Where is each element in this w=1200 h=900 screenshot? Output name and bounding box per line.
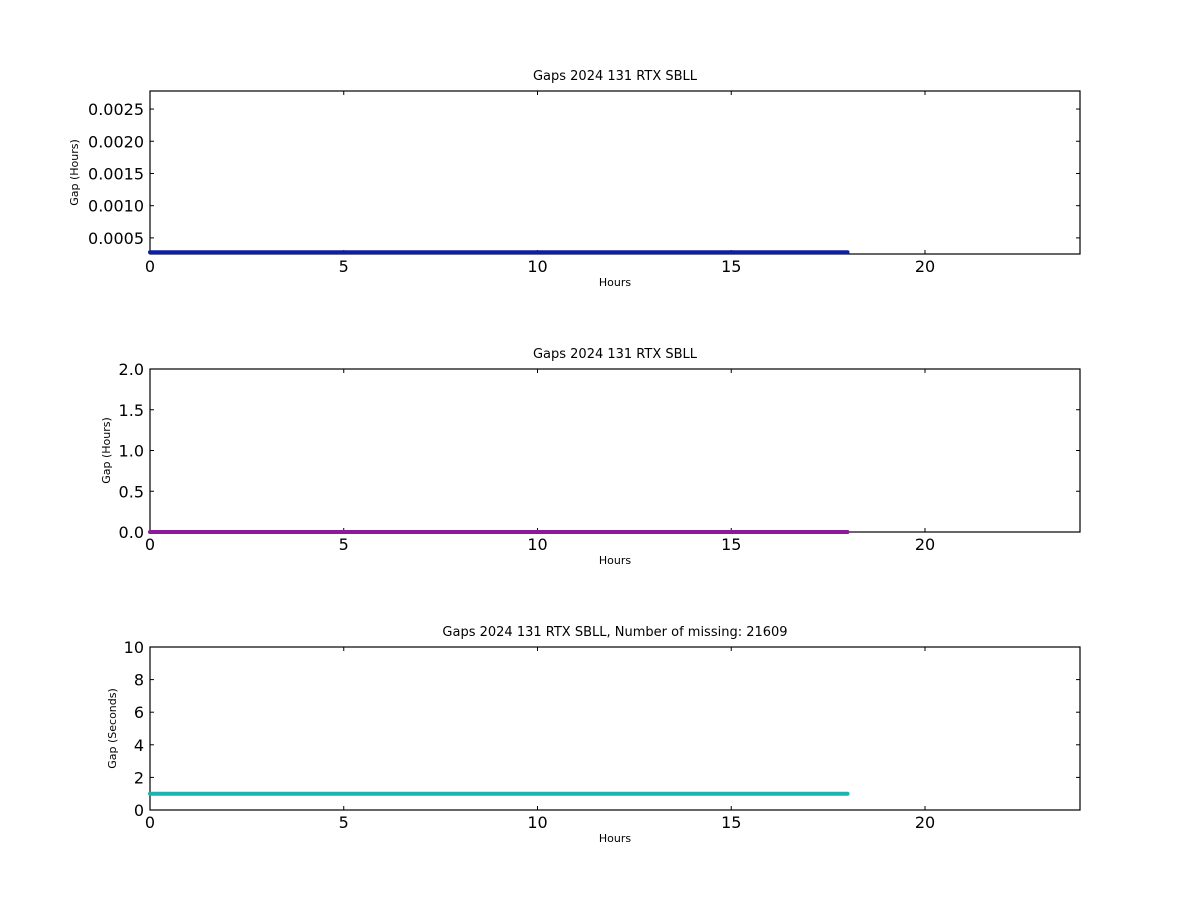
- y-tick-label: 1.0: [119, 442, 144, 461]
- chart-title: Gaps 2024 131 RTX SBLL: [533, 347, 698, 362]
- x-tick-label: 10: [527, 257, 547, 276]
- y-tick-label: 0.0005: [88, 229, 144, 248]
- y-tick-label: 0.0010: [88, 197, 144, 216]
- chart-title: Gaps 2024 131 RTX SBLL, Number of missin…: [442, 625, 787, 640]
- x-tick-label: 0: [145, 813, 155, 832]
- plot-frame: [149, 90, 1081, 255]
- y-tick-label: 6: [134, 703, 144, 722]
- x-tick-label: 5: [339, 257, 349, 276]
- x-tick-label: 15: [721, 535, 741, 554]
- plot-frame: [149, 368, 1081, 533]
- x-tick-label: 0: [145, 535, 155, 554]
- x-tick-label: 20: [915, 535, 935, 554]
- y-tick-label: 2: [134, 768, 144, 787]
- x-axis-label: Hours: [599, 832, 631, 845]
- chart-panel-2: Gaps 2024 131 RTX SBLL Hours Gap (Hours)…: [100, 347, 1081, 567]
- y-tick-label: 0.5: [119, 482, 144, 501]
- chart-marks: 0 5 10 15 20 0 2 4 6 8 10: [124, 638, 1080, 832]
- y-tick-label: 10: [124, 638, 144, 657]
- y-tick-label: 1.5: [119, 401, 144, 420]
- y-tick-label: 0: [134, 801, 144, 820]
- x-tick-label: 15: [721, 257, 741, 276]
- y-tick-label: 0.0025: [88, 100, 144, 119]
- plot-frame: [149, 646, 1081, 811]
- x-tick-label: 20: [915, 813, 935, 832]
- chart-title: Gaps 2024 131 RTX SBLL: [533, 69, 698, 84]
- x-tick-label: 0: [145, 257, 155, 276]
- y-axis-label: Gap (Hours): [100, 417, 113, 484]
- x-tick-label: 20: [915, 257, 935, 276]
- x-tick-label: 15: [721, 813, 741, 832]
- x-axis-label: Hours: [599, 554, 631, 567]
- y-tick-label: 2.0: [119, 360, 144, 379]
- y-tick-label: 0.0020: [88, 132, 144, 151]
- x-tick-label: 5: [339, 535, 349, 554]
- chart-panel-3: Gaps 2024 131 RTX SBLL, Number of missin…: [106, 625, 1081, 845]
- y-tick-label: 0.0: [119, 523, 144, 542]
- x-axis-label: Hours: [599, 276, 631, 289]
- y-tick-label: 4: [134, 736, 144, 755]
- x-tick-label: 10: [527, 813, 547, 832]
- y-tick-label: 0.0015: [88, 164, 144, 183]
- y-axis-label: Gap (Seconds): [106, 688, 119, 769]
- y-tick-label: 8: [134, 671, 144, 690]
- chart-marks: 0 5 10 15 20 0.0005 0.0010 0.0015 0.0020 0.0025: [88, 91, 1080, 276]
- chart-panel-1: Gaps 2024 131 RTX SBLL Hours Gap (Hours)…: [68, 69, 1081, 289]
- y-axis-label: Gap (Hours): [68, 139, 81, 206]
- x-tick-label: 10: [527, 535, 547, 554]
- x-tick-label: 5: [339, 813, 349, 832]
- chart-marks: 0 5 10 15 20 0.0 0.5 1.0 1.5 2.0: [119, 360, 1080, 554]
